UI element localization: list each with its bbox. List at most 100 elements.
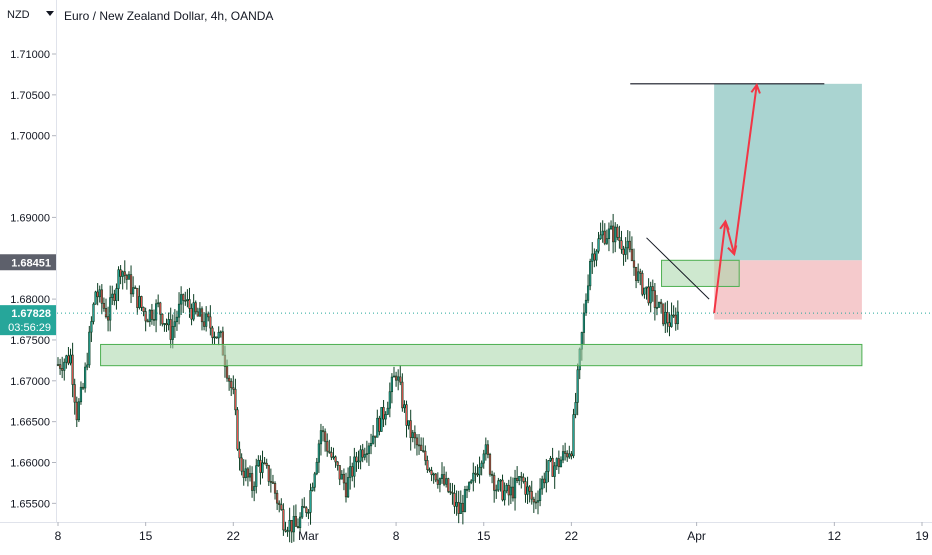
down-candle xyxy=(273,483,277,494)
up-candle xyxy=(349,466,352,478)
up-candle xyxy=(198,308,202,317)
up-candle xyxy=(463,489,467,512)
down-candle xyxy=(426,460,429,470)
up-candle xyxy=(505,484,508,492)
down-candle xyxy=(73,384,76,403)
up-candle xyxy=(495,489,498,492)
down-candle xyxy=(100,289,103,304)
down-candle xyxy=(442,474,446,485)
down-candle xyxy=(207,313,210,318)
down-candle xyxy=(202,321,206,327)
up-candle xyxy=(69,354,72,364)
up-candle xyxy=(649,286,652,304)
up-candle xyxy=(455,501,458,507)
down-candle xyxy=(434,473,437,481)
down-candle xyxy=(430,470,433,476)
up-candle xyxy=(465,489,469,491)
candles xyxy=(56,213,679,543)
up-candle xyxy=(98,289,101,298)
x-tick-label: 19 xyxy=(915,529,929,543)
up-candle xyxy=(363,454,366,458)
down-candle xyxy=(161,313,164,325)
up-candle xyxy=(595,250,598,261)
up-candle xyxy=(94,291,97,305)
up-candle xyxy=(509,486,512,496)
up-candle xyxy=(154,303,158,321)
up-candle xyxy=(484,444,487,455)
down-candle xyxy=(551,457,554,477)
down-candle xyxy=(61,368,64,371)
up-candle xyxy=(497,480,500,491)
down-candle xyxy=(58,364,62,369)
up-candle xyxy=(397,376,400,381)
y-tick-label: 1.66000 xyxy=(10,458,50,470)
up-candle xyxy=(518,476,521,481)
down-candle xyxy=(620,240,623,250)
up-candle xyxy=(111,293,114,299)
down-candle xyxy=(142,307,145,312)
up-candle xyxy=(171,326,174,340)
down-candle xyxy=(532,498,535,503)
up-candle xyxy=(541,478,544,490)
up-candle xyxy=(288,519,291,532)
y-tick-label: 1.67000 xyxy=(10,376,50,388)
down-candle xyxy=(449,491,452,493)
up-candle xyxy=(367,445,371,454)
x-tick-label: Apr xyxy=(687,529,706,543)
up-candle xyxy=(117,269,120,289)
down-candle xyxy=(394,375,398,381)
down-candle xyxy=(666,311,669,324)
up-candle xyxy=(438,478,442,485)
down-candle xyxy=(361,449,364,458)
up-candle xyxy=(390,376,394,393)
up-candle xyxy=(127,274,131,280)
down-candle xyxy=(530,490,533,500)
currency-selector[interactable]: NZD xyxy=(7,9,30,21)
up-candle xyxy=(257,459,260,467)
up-candle xyxy=(121,271,124,277)
down-candle xyxy=(104,307,108,318)
up-candle xyxy=(643,287,646,295)
down-candle xyxy=(150,309,154,320)
last-price-tag-label: 1.67828 xyxy=(11,308,51,320)
up-candle xyxy=(676,311,679,325)
down-candle xyxy=(401,381,404,409)
up-candle xyxy=(219,331,222,334)
down-candle xyxy=(184,300,187,302)
down-candle xyxy=(632,260,636,268)
down-candle xyxy=(674,314,677,325)
down-candle xyxy=(453,493,456,507)
down-candle xyxy=(486,444,490,455)
up-candle xyxy=(205,313,208,327)
down-candle xyxy=(81,386,85,389)
up-candle xyxy=(664,311,667,325)
down-candle xyxy=(522,476,525,482)
up-candle xyxy=(572,414,575,457)
arrowhead xyxy=(719,219,730,231)
up-candle xyxy=(261,462,264,473)
down-candle xyxy=(612,225,615,243)
down-candle xyxy=(653,290,656,308)
chevron-down-icon[interactable] xyxy=(46,11,54,16)
up-candle xyxy=(568,453,571,458)
up-candle xyxy=(180,294,183,305)
down-candle xyxy=(641,272,644,295)
down-candle xyxy=(106,316,110,321)
down-candle xyxy=(296,526,300,528)
down-candle xyxy=(271,481,275,484)
up-candle xyxy=(90,321,93,333)
up-candle xyxy=(115,288,118,301)
down-candle xyxy=(566,453,569,458)
up-candle xyxy=(459,502,462,514)
up-candle xyxy=(317,443,320,463)
down-candle xyxy=(564,451,567,454)
up-candle xyxy=(340,473,343,480)
down-candle xyxy=(96,291,99,298)
down-candle xyxy=(146,320,149,323)
down-candle xyxy=(326,441,329,452)
up-candle xyxy=(359,449,362,462)
up-candle xyxy=(175,316,179,323)
target-zone xyxy=(714,83,862,261)
